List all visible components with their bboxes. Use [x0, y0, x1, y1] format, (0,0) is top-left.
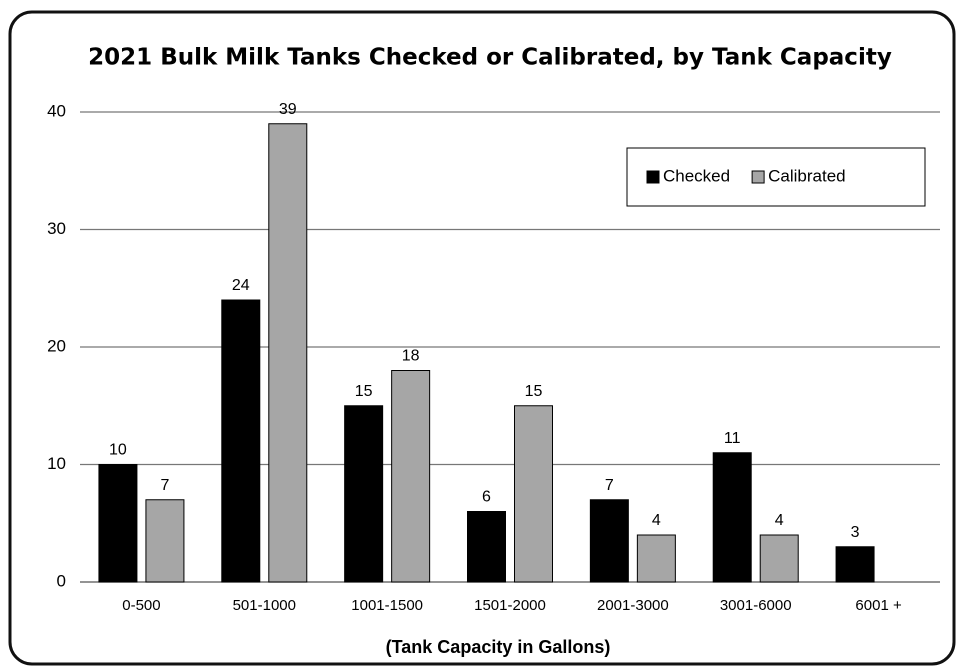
bar [145, 499, 185, 583]
chart-title: 2021 Bulk Milk Tanks Checked or Calibrat… [88, 45, 892, 71]
value-label: 11 [724, 430, 741, 447]
value-label: 3 [851, 524, 860, 541]
bar [636, 534, 676, 583]
value-label: 15 [355, 383, 373, 400]
bar [514, 405, 553, 583]
bar [221, 299, 261, 583]
x-tick-label: 6001 + [855, 597, 902, 614]
x-tick-label: 1001-1500 [351, 597, 423, 614]
bar [835, 546, 875, 583]
value-label: 10 [109, 442, 127, 459]
legend-label: Checked [663, 166, 730, 185]
y-tick-label: 30 [47, 219, 66, 238]
x-tick-label: 0-500 [122, 597, 160, 614]
value-label: 7 [160, 477, 169, 494]
bar [344, 405, 384, 583]
value-label: 24 [232, 277, 250, 294]
x-tick-label: 501-1000 [233, 597, 296, 614]
x-tick-label: 1501-2000 [474, 597, 546, 614]
legend-box [626, 147, 926, 207]
value-label: 7 [605, 477, 614, 494]
y-tick-label: 20 [47, 336, 66, 355]
x-tick-label: 3001-6000 [720, 597, 792, 614]
legend-swatch [751, 170, 765, 184]
value-label: 15 [525, 383, 543, 400]
bar [712, 452, 752, 583]
bar [268, 123, 308, 583]
value-label: 4 [652, 512, 661, 529]
x-tick-label: 2001-3000 [597, 597, 669, 614]
x-axis-label: (Tank Capacity in Gallons) [386, 637, 611, 657]
y-tick-label: 10 [47, 454, 66, 473]
y-tick-label: 0 [57, 571, 66, 590]
legend-label: Calibrated [768, 166, 846, 185]
value-label: 18 [402, 348, 420, 365]
bar [759, 534, 799, 583]
value-label: 4 [775, 512, 784, 529]
bar [589, 499, 629, 583]
y-tick-label: 40 [47, 101, 66, 120]
legend-swatch [646, 170, 660, 184]
bar [98, 464, 138, 583]
value-label: 39 [279, 101, 297, 118]
bar [467, 511, 506, 583]
bar [391, 370, 431, 583]
value-label: 6 [482, 489, 491, 506]
